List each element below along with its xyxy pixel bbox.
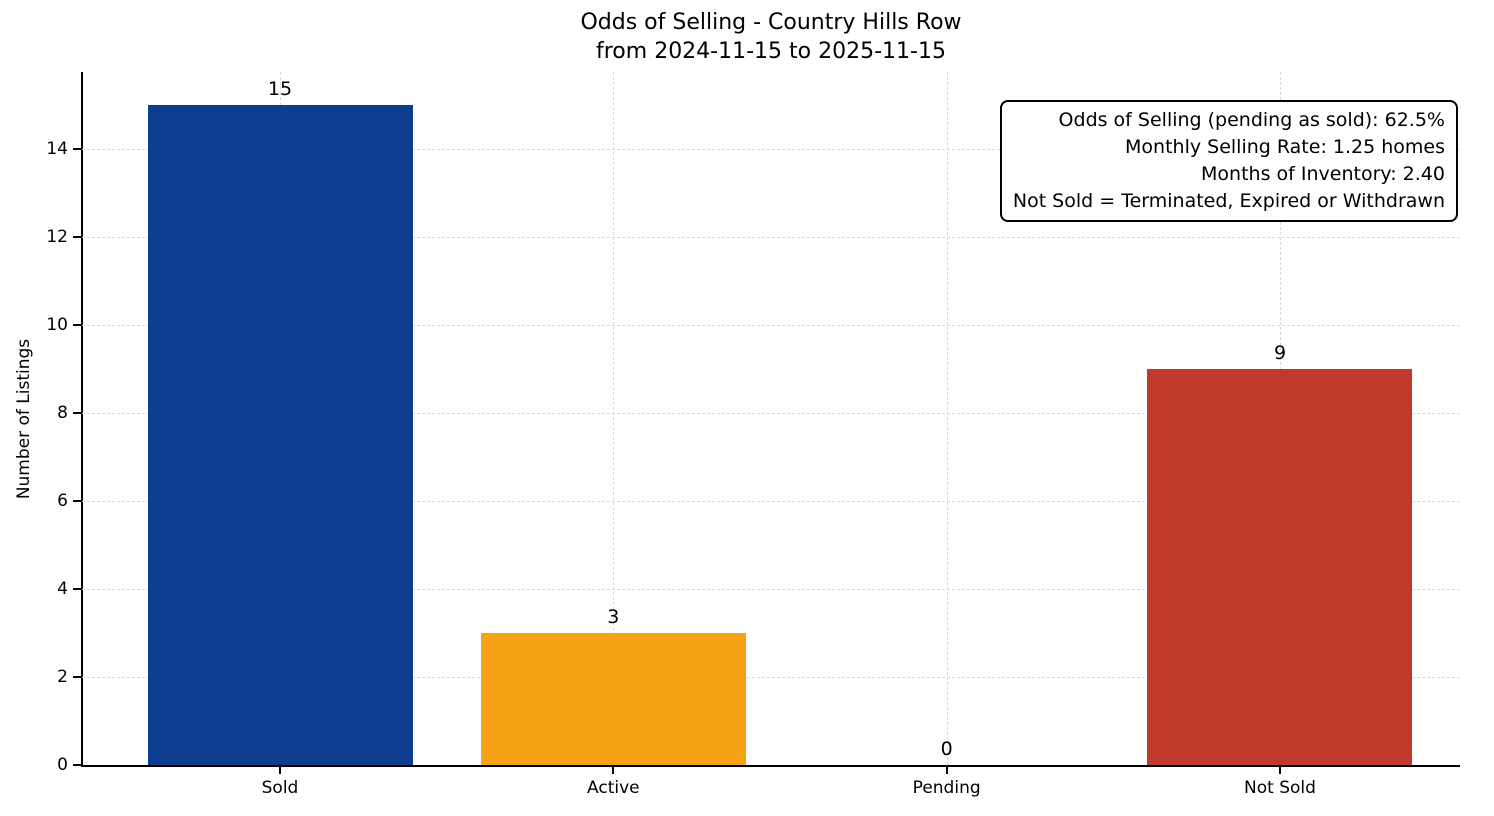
chart-title: Odds of Selling - Country Hills Row from…: [82, 8, 1460, 66]
x-tick-label-not-sold: Not Sold: [1244, 778, 1316, 798]
gridline-x-pending: [946, 72, 948, 765]
x-tick-label-pending: Pending: [912, 778, 981, 798]
plot-area: 0 2 4 6 8 10 12 14 15 Sold 3 Active 0 Pending 9 Not Sol…: [46, 72, 1460, 798]
y-tick-label-2: 2: [57, 667, 68, 687]
gridline-y-6: [82, 501, 1460, 502]
chart-title-line1: Odds of Selling - Country Hills Row: [580, 10, 962, 35]
x-tick-label-active: Active: [587, 778, 640, 798]
annotation-months-of-inventory: Months of Inventory: 2.40: [1201, 163, 1445, 185]
y-tick-mark-0: [73, 764, 81, 766]
gridline-y-12: [82, 237, 1460, 238]
y-tick-label-10: 10: [46, 315, 68, 335]
y-tick-mark-4: [73, 588, 81, 590]
y-tick-label-6: 6: [57, 491, 68, 511]
bar-value-label-active: 3: [607, 606, 620, 628]
bar-not-sold: [1147, 369, 1413, 765]
annotation-not-sold-definition: Not Sold = Terminated, Expired or Withdr…: [1012, 190, 1445, 212]
bar-value-label-not-sold: 9: [1273, 342, 1287, 364]
annotation-monthly-selling-rate: Monthly Selling Rate: 1.25 homes: [1125, 136, 1445, 158]
stats-annotation-box: Odds of Selling (pending as sold): 62.5%…: [999, 100, 1458, 222]
bar-value-label-pending: 0: [940, 738, 953, 760]
y-axis-spine: [81, 72, 83, 766]
y-tick-mark-8: [73, 412, 81, 414]
y-tick-mark-10: [73, 324, 81, 326]
y-tick-label-14: 14: [46, 139, 68, 159]
y-tick-mark-12: [73, 236, 81, 238]
gridline-y-14: [82, 149, 1460, 150]
annotation-odds-of-selling: Odds of Selling (pending as sold): 62.5%: [1058, 109, 1445, 131]
y-tick-label-0: 0: [57, 755, 68, 775]
bar-sold: [147, 105, 413, 765]
y-tick-label-4: 4: [57, 579, 68, 599]
x-tick-mark-active: [612, 767, 615, 774]
y-tick-label-12: 12: [46, 227, 68, 247]
gridline-y-8: [82, 413, 1460, 414]
y-tick-mark-2: [73, 676, 81, 678]
x-tick-mark-sold: [279, 767, 281, 774]
y-axis-label: Number of Listings: [14, 338, 34, 500]
x-tick-mark-pending: [945, 767, 948, 774]
gridline-y-10: [82, 325, 1460, 326]
x-tick-mark-not-sold: [1278, 767, 1281, 774]
y-tick-mark-6: [73, 500, 81, 502]
x-tick-label-sold: Sold: [261, 778, 299, 798]
gridline-x-active: [613, 72, 615, 765]
gridline-y-2: [82, 677, 1460, 678]
y-tick-mark-14: [73, 148, 81, 150]
gridline-y-4: [82, 589, 1460, 590]
bar-value-label-sold: 15: [267, 78, 293, 100]
y-tick-label-8: 8: [57, 403, 68, 423]
bar-active: [480, 633, 746, 765]
chart-title-line2: from 2024-11-15 to 2025-11-15: [596, 39, 946, 64]
x-axis-spine: [81, 765, 1460, 767]
